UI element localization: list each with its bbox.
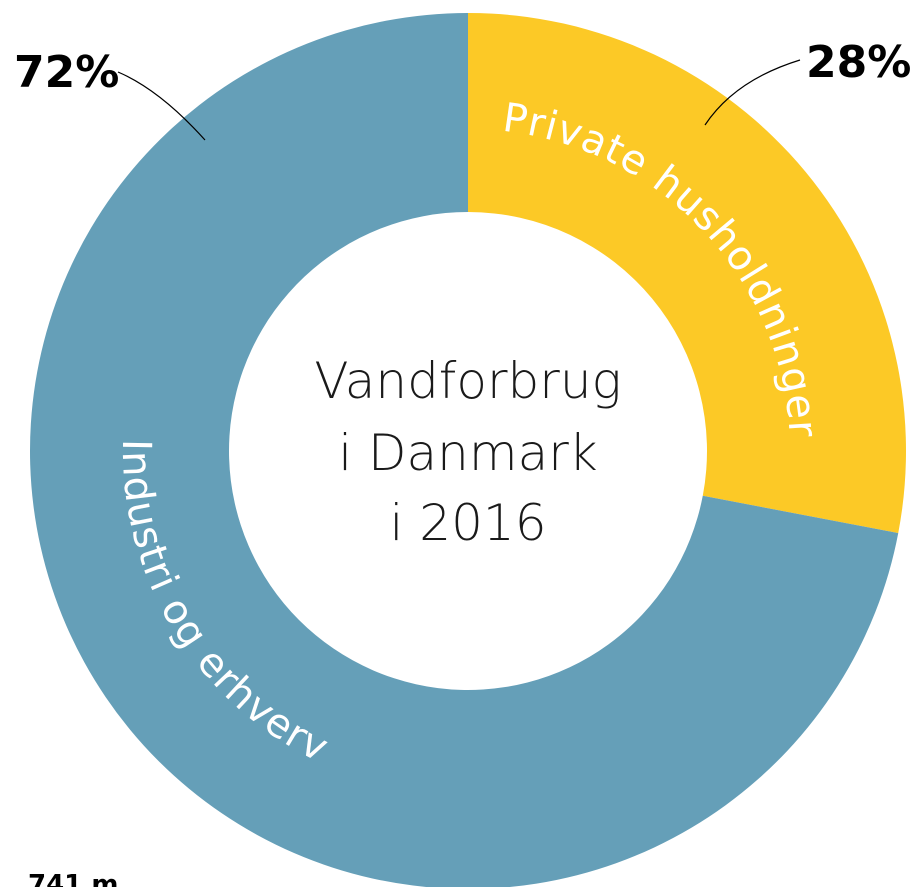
leader-line [117, 71, 206, 141]
center-text: Vandforbrug [314, 352, 621, 410]
donut-slice [30, 13, 899, 887]
value-label: 28% [806, 37, 911, 88]
value-label: 72% [14, 47, 119, 98]
note: 741 m [28, 870, 118, 887]
leader-line [704, 59, 801, 126]
donut-slice [468, 13, 906, 534]
center-text: i 2016 [389, 494, 546, 552]
slices [30, 13, 906, 887]
center-text: i Danmark [338, 424, 597, 482]
